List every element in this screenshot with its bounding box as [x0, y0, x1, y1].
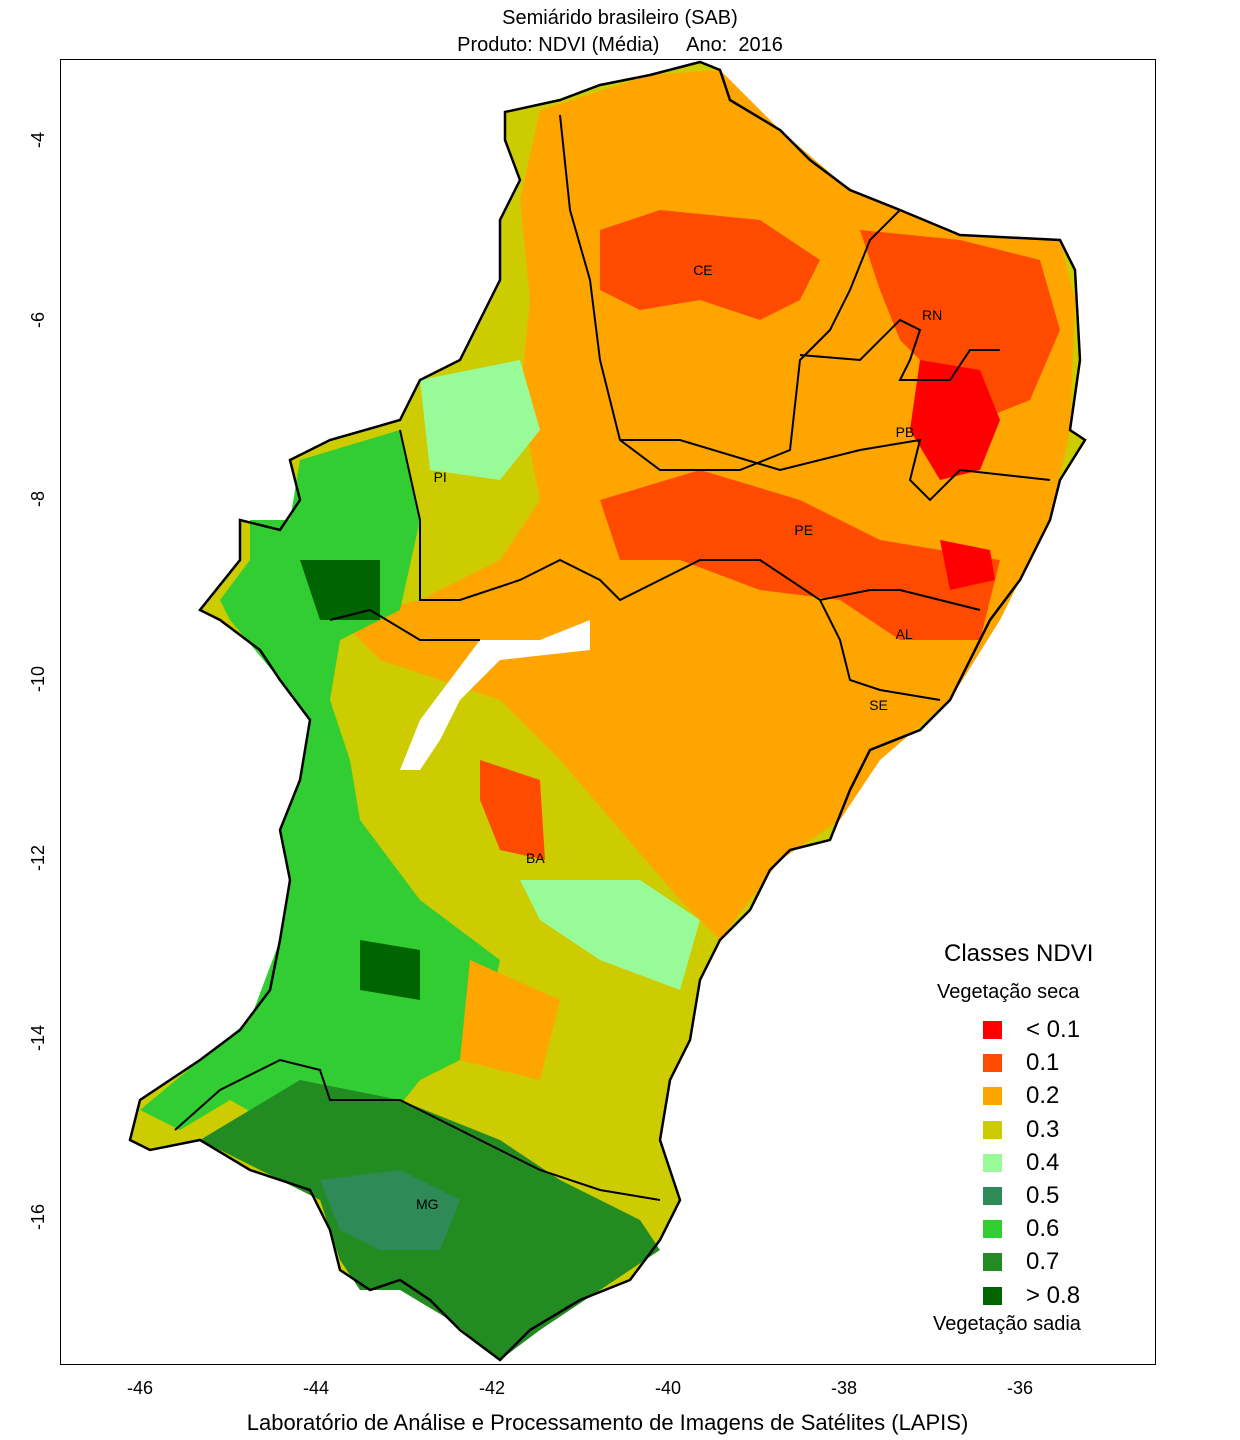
legend-label: 0.7: [1026, 1248, 1060, 1276]
legend-label: 0.3: [1026, 1115, 1060, 1143]
region-ndvi-01: [480, 760, 545, 860]
legend-label: 0.6: [1026, 1215, 1060, 1243]
y-tick-label: -6: [28, 311, 48, 328]
region-ndvi-gt08: [360, 940, 420, 1000]
x-tick-label: -38: [830, 1378, 857, 1398]
state-label: CE: [693, 262, 713, 279]
plot-frame: [60, 59, 1156, 1365]
region-nodata: [400, 620, 590, 770]
x-tick-label: -42: [478, 1378, 505, 1398]
legend-label: 0.5: [1026, 1182, 1060, 1209]
state-label: SE: [869, 697, 888, 714]
legend-swatch: [983, 1054, 1002, 1073]
border-pi-ba: [329, 608, 480, 641]
state-borders: [174, 114, 1051, 1201]
footer-credit: Laboratório de Análise e Processamento d…: [246, 1410, 969, 1435]
y-tick-label: -12: [28, 845, 48, 872]
region-ndvi-02: [460, 960, 560, 1080]
border-pe-ba: [399, 429, 981, 611]
border-al-se: [819, 599, 941, 701]
state-label: BA: [526, 850, 545, 866]
legend-bottom-label: Vegetação sadia: [933, 1313, 1081, 1335]
legend-title: Classes NDVI: [944, 940, 1094, 967]
border-rn-pb: [799, 318, 1000, 381]
map-subtitle: Produto: NDVI (Média) Ano: 2016: [457, 34, 783, 56]
legend-label: 0.1: [1026, 1049, 1060, 1077]
region-ndvi-lt01: [910, 360, 1000, 480]
legend-swatch: [983, 1087, 1002, 1106]
y-tick-label: -8: [28, 491, 48, 508]
legend-swatch: [983, 1021, 1002, 1039]
region-ndvi-gt08: [300, 560, 380, 620]
x-tick-label: -40: [654, 1378, 681, 1398]
sab-outline: [128, 60, 1087, 1362]
legend-label: 0.4: [1026, 1148, 1060, 1176]
legend-swatch: [983, 1153, 1002, 1172]
region-ndvi-01: [860, 230, 1060, 420]
border-ce: [559, 114, 901, 471]
legend-swatch: [983, 1187, 1002, 1205]
region-ndvi-05: [320, 1170, 460, 1250]
region-shapes: [128, 60, 1087, 1362]
state-label: MG: [416, 1195, 439, 1212]
y-tick-label: -14: [28, 1024, 48, 1051]
border-pb-pe: [620, 438, 1051, 502]
legend-label: > 0.8: [1026, 1281, 1081, 1309]
legend-label: < 0.1: [1026, 1016, 1081, 1043]
state-label: PB: [895, 423, 915, 440]
legend-swatch: [983, 1286, 1002, 1305]
region-ndvi-04: [420, 360, 540, 480]
region-ndvi-01: [600, 470, 1000, 640]
state-label: AL: [895, 625, 913, 642]
y-tick-label: -10: [28, 665, 48, 692]
legend-swatch: [983, 1253, 1002, 1272]
legend-swatch: [983, 1120, 1002, 1139]
state-label: PE: [794, 522, 814, 539]
state-label: PI: [433, 468, 447, 485]
border-ba-mg: [174, 1058, 661, 1201]
x-tick-label: -44: [302, 1378, 329, 1398]
region-ndvi-04: [520, 880, 700, 990]
y-tick-label: -16: [28, 1204, 48, 1231]
legend-top-label: Vegetação seca: [937, 981, 1080, 1003]
legend-label: 0.2: [1026, 1082, 1060, 1110]
y-tick-label: -4: [28, 132, 48, 149]
region-ndvi-01: [600, 210, 820, 320]
legend-swatch: [983, 1220, 1002, 1239]
state-label: RN: [922, 307, 943, 323]
x-tick-label: -36: [1006, 1378, 1033, 1398]
region-ndvi-lt01: [940, 540, 995, 590]
map-title: Semiárido brasileiro (SAB): [502, 7, 738, 29]
x-tick-label: -46: [126, 1378, 153, 1398]
